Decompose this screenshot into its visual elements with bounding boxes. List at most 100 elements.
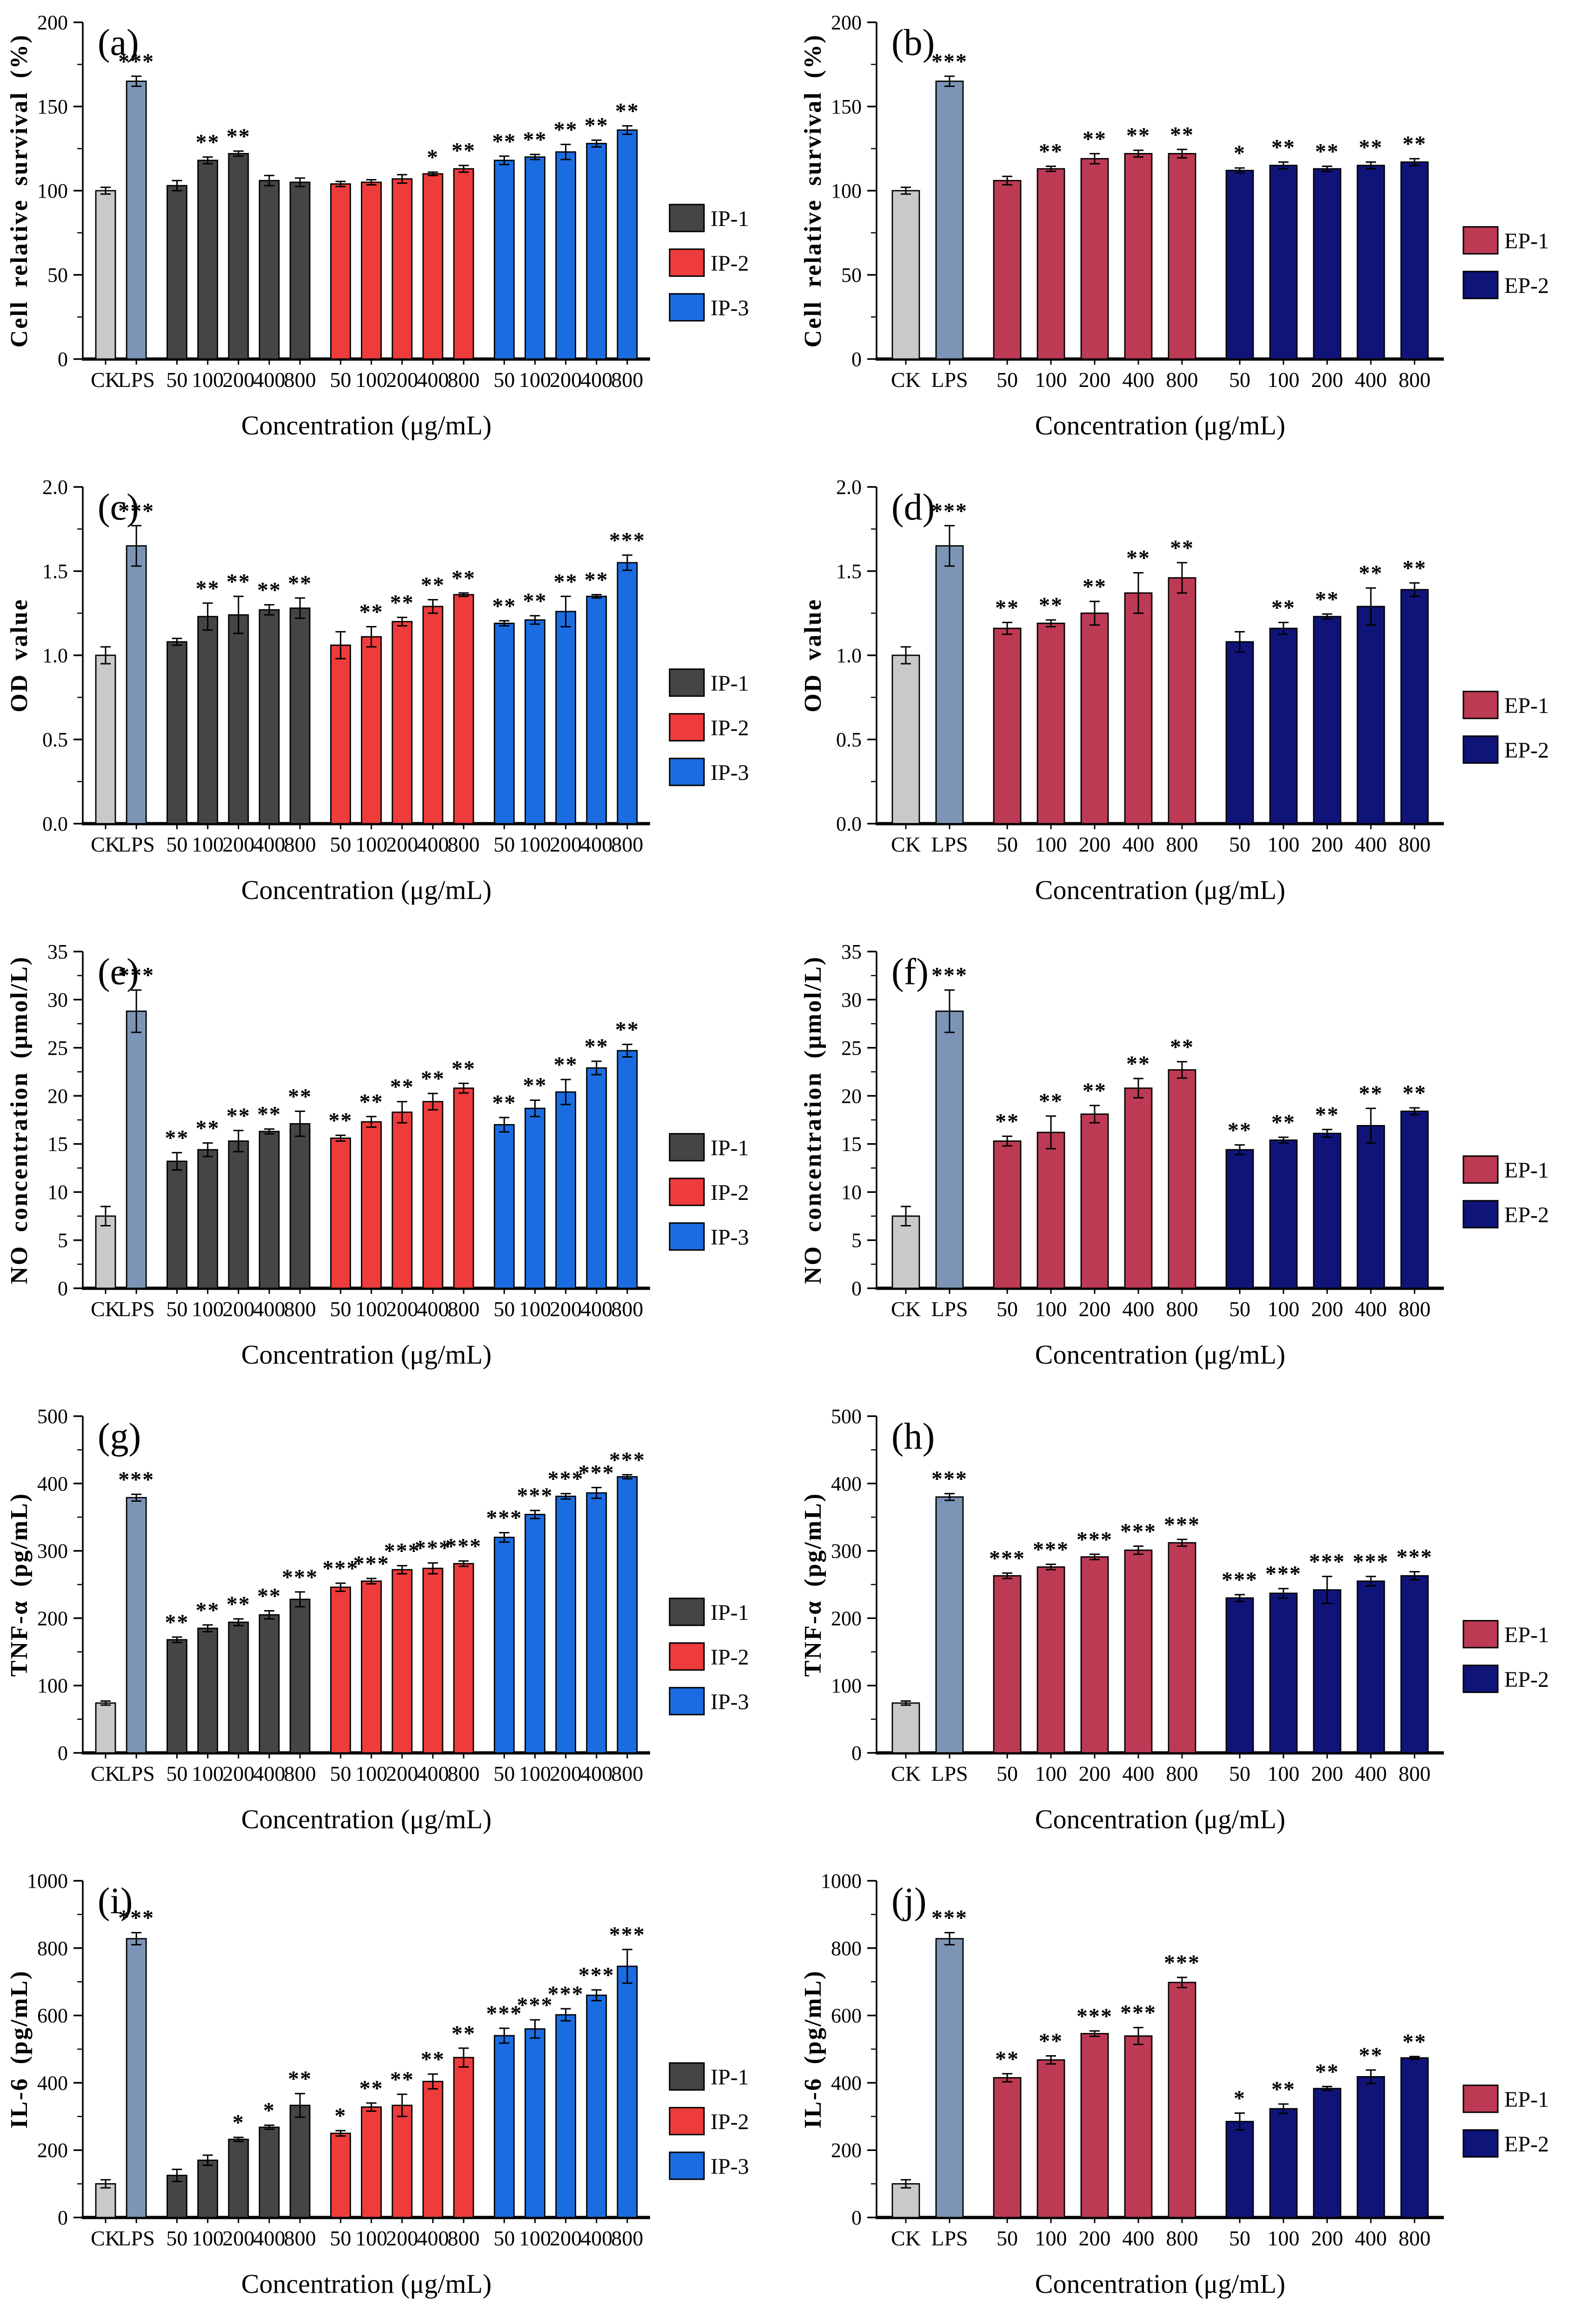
significance-stars: ** (1039, 2029, 1063, 2053)
bar-ep2-100 (1269, 165, 1298, 360)
bar-ip1-400 (259, 1614, 280, 1754)
x-tick-label: 50 (166, 2226, 188, 2250)
bar-ep1-400 (1124, 1549, 1153, 1754)
legend-swatch-ep1 (1462, 1155, 1499, 1184)
significance-stars: ** (492, 129, 516, 154)
bar-ip3-100 (525, 1514, 545, 1754)
x-tick-label: 100 (1268, 1762, 1300, 1785)
significance-stars: ** (585, 568, 609, 593)
y-tick-label: 0 (851, 1742, 862, 1765)
bar-ep1-200 (1080, 1113, 1109, 1289)
significance-stars: * (1234, 2086, 1246, 2111)
bar-ep1-100 (1037, 2059, 1065, 2218)
bar-ip1-100 (197, 1149, 219, 1289)
x-tick-label: 50 (997, 2226, 1018, 2250)
significance-stars: ** (452, 566, 476, 591)
bar-ip1-100 (197, 616, 219, 825)
x-tick-label: 400 (1355, 832, 1387, 856)
bar-ip1-50 (166, 185, 187, 360)
significance-stars: ** (1083, 127, 1107, 151)
y-tick-label: 1000 (27, 1870, 68, 1892)
bar-ep1-50 (993, 2077, 1022, 2218)
x-tick-label: 50 (997, 832, 1018, 856)
bar-ep2-50 (1225, 641, 1254, 825)
bar-ip2-200 (392, 621, 413, 825)
legend-label-ep1: EP-1 (1504, 2087, 1549, 2112)
bar-ip1-50 (166, 641, 187, 825)
bar-ip1-200 (228, 153, 249, 360)
bar-ip2-400 (422, 173, 444, 360)
significance-stars: ** (1039, 140, 1063, 164)
x-tick-label: 200 (386, 1297, 418, 1321)
x-tick-label: 200 (550, 832, 582, 856)
bar-ep2-400 (1356, 165, 1385, 360)
significance-stars: ** (995, 595, 1019, 620)
x-tick-label: 200 (1079, 1762, 1111, 1785)
bar-ep1-400 (1124, 592, 1153, 825)
significance-stars: *** (931, 1905, 968, 1930)
x-tick-label: 100 (192, 1762, 224, 1785)
chart-g: 0100200300400500CKLPS***50**100**200**40… (6, 1405, 749, 1834)
bar-ip1-50 (166, 1160, 187, 1289)
x-tick-label: LPS (118, 1762, 155, 1785)
x-tick-label: 100 (192, 368, 224, 392)
bar-ip1-200 (228, 614, 249, 825)
bar-ep1-50 (993, 1575, 1022, 1754)
panel-letter: (g) (98, 1416, 141, 1457)
x-axis-title: Concentration (μg/mL) (1035, 875, 1285, 905)
bar-ip3-50 (493, 2035, 515, 2218)
x-tick-label: 800 (1399, 832, 1431, 856)
legend-swatch-ep2 (1462, 271, 1499, 300)
significance-stars: ** (1315, 587, 1339, 612)
bar-ip1-100 (197, 1627, 219, 1754)
significance-stars: ** (165, 1610, 189, 1635)
bar-ip3-100 (525, 2028, 545, 2218)
x-tick-label: CK (891, 2226, 921, 2250)
y-tick-label: 1.5 (836, 560, 862, 583)
significance-stars: *** (282, 1565, 318, 1590)
x-tick-label: 50 (166, 1762, 188, 1785)
y-tick-label: 30 (841, 988, 862, 1011)
bar-ep1-400 (1124, 1087, 1153, 1289)
panel-d: 0.0 0.5 1.0 1.5 2.0 CK LPS *** 50 ** 100 ** 200 ** 400… (794, 465, 1588, 929)
bar-ip2-400 (422, 1567, 444, 1754)
x-axis-title: Concentration (μg/mL) (1035, 1339, 1285, 1370)
significance-stars: ** (421, 1066, 445, 1091)
bar-ip3-200 (555, 151, 577, 360)
significance-stars: *** (548, 1467, 584, 1492)
x-tick-label: 800 (284, 368, 316, 392)
bar-lps-LPS (126, 545, 147, 825)
significance-stars: ** (1402, 132, 1427, 156)
y-tick-label: 0 (58, 1277, 68, 1300)
significance-stars: ** (196, 576, 220, 601)
bar-ip2-800 (453, 1563, 474, 1754)
significance-stars: ** (1271, 135, 1296, 160)
bar-ck-CK (891, 1702, 920, 1754)
bar-ip2-50 (330, 183, 351, 360)
x-tick-label: 200 (1311, 368, 1343, 392)
significance-stars: ** (1402, 1081, 1427, 1105)
bar-ep1-200 (1080, 158, 1109, 360)
bar-ip2-400 (422, 606, 444, 825)
bar-ep1-50 (993, 1140, 1022, 1289)
x-tick-label: 200 (386, 2226, 418, 2250)
significance-stars: *** (118, 49, 154, 74)
x-tick-label: 800 (284, 1762, 316, 1785)
significance-stars: ** (359, 1090, 384, 1114)
x-tick-label: 400 (580, 832, 612, 856)
bar-ip2-100 (361, 636, 382, 825)
panel-g: 0 100 200 300 400 500 CK LPS *** 50 ** 100 ** 200 ** 40… (0, 1394, 794, 1858)
bar-ip2-200 (392, 2104, 413, 2218)
significance-stars: ** (1359, 135, 1383, 160)
x-tick-label: 400 (1123, 832, 1155, 856)
x-tick-label: 800 (1399, 368, 1431, 392)
legend-label-ip1: IP-1 (711, 671, 749, 696)
bar-ip1-200 (228, 1621, 249, 1754)
x-tick-label: 200 (386, 1762, 418, 1785)
legend-label-ip3: IP-3 (711, 760, 749, 785)
x-axis-title: Concentration (μg/mL) (1035, 1804, 1285, 1834)
x-tick-label: 400 (1123, 1297, 1155, 1321)
y-tick-label: 1.5 (42, 560, 68, 583)
